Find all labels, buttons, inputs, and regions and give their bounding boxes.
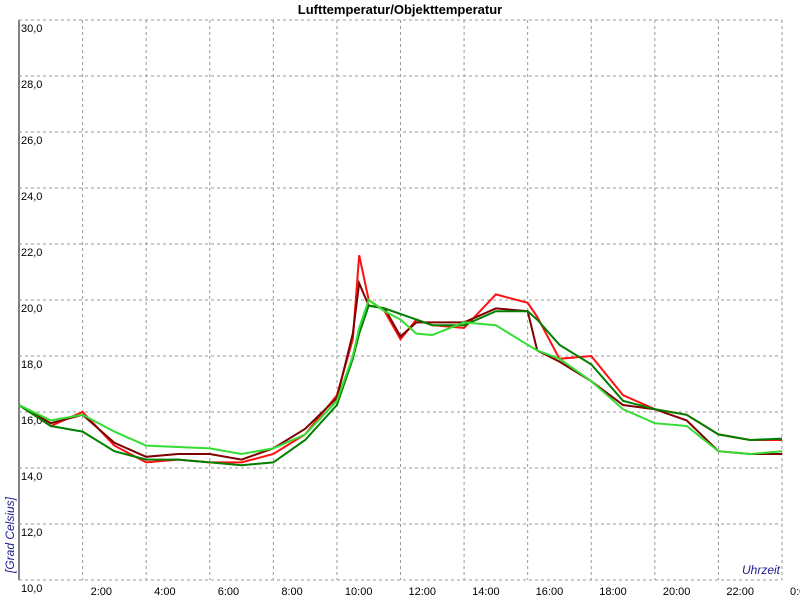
x-tick-label: 20:00	[663, 586, 691, 598]
y-tick-label: 20,0	[21, 303, 42, 315]
x-tick-label: 18:00	[599, 586, 627, 598]
x-tick-label: 16:00	[536, 586, 564, 598]
x-tick-label: 22:00	[726, 586, 754, 598]
x-axis-label: Uhrzeit	[742, 563, 781, 577]
y-tick-label: 30,0	[21, 23, 42, 35]
x-tick-label: 6:00	[218, 586, 239, 598]
y-tick-label: 14,0	[21, 471, 42, 483]
y-tick-label: 18,0	[21, 359, 42, 371]
y-tick-label: 12,0	[21, 527, 42, 539]
series-line	[18, 298, 783, 456]
y-tick-label: 26,0	[21, 135, 42, 147]
series-line	[18, 279, 782, 461]
x-tick-label: 4:00	[154, 586, 175, 598]
y-axis-label: [Grad Celsius]	[3, 496, 17, 574]
x-tick-label: 0:00	[790, 586, 800, 598]
x-tick-label: 8:00	[281, 586, 302, 598]
x-tick-label: 2:00	[91, 586, 112, 598]
y-tick-label: 24,0	[21, 191, 42, 203]
series-line	[18, 304, 783, 467]
y-tick-label: 10,0	[21, 583, 42, 595]
x-tick-label: 12:00	[409, 586, 437, 598]
y-tick-label: 28,0	[21, 79, 42, 91]
y-tick-label: 22,0	[21, 247, 42, 259]
x-tick-label: 10:00	[345, 586, 373, 598]
x-tick-label: 14:00	[472, 586, 500, 598]
chart-title: Lufttemperatur/Objekttemperatur	[298, 2, 502, 17]
